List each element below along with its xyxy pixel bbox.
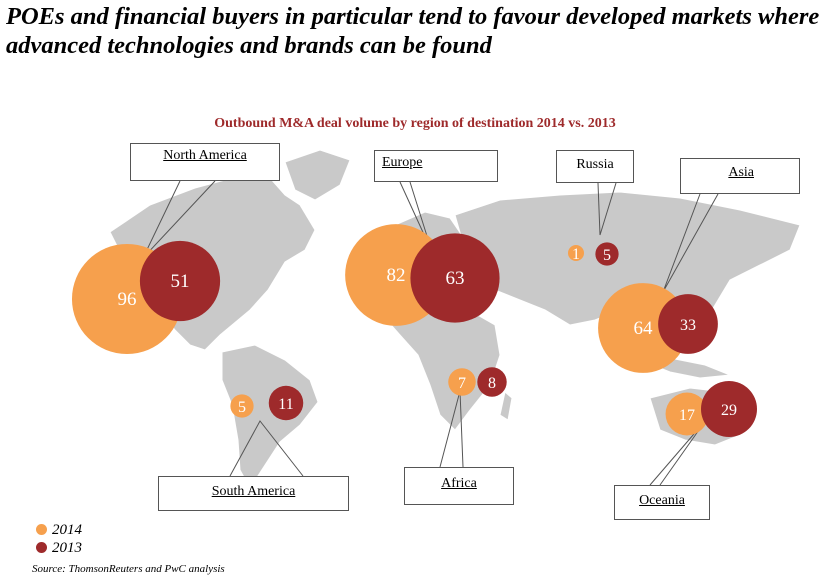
bubble-asia-2013 (658, 294, 718, 354)
callout-line-south-america (229, 420, 304, 477)
bubble-label-oceania-2013: 29 (721, 402, 737, 419)
callout-line-russia (597, 182, 617, 236)
bubble-label-africa-2013: 8 (488, 375, 496, 392)
legend-label-2013: 2013 (52, 540, 82, 556)
legend-label-2014: 2014 (52, 522, 82, 538)
bubble-africa-2014 (448, 368, 476, 396)
bubble-russia-2013 (595, 242, 619, 266)
bubble-label-russia-2013: 5 (603, 247, 611, 264)
bubble-label-africa-2014: 7 (458, 375, 466, 392)
callout-europe: Europe (374, 150, 498, 182)
land-madagascar (499, 391, 513, 421)
source-note: Source: ThomsonReuters and PwC analysis (32, 563, 225, 575)
callout-south-america: South America (158, 476, 349, 511)
headline: POEs and financial buyers in particular … (6, 3, 820, 59)
legend-2014: 2014 (36, 522, 82, 539)
callout-north-america: North America (130, 143, 280, 181)
bubble-label-north-america-2013: 51 (171, 271, 190, 292)
bubble-label-europe-2014: 82 (387, 265, 406, 286)
legend-2013: 2013 (36, 540, 82, 557)
bubbles-layer: 96 51 82 63 1 5 64 33 5 11 7 8 17 29 (71, 224, 758, 438)
land-greenland (284, 149, 351, 201)
bubble-label-asia-2014: 64 (634, 318, 654, 339)
bubble-label-south-america-2013: 11 (278, 396, 293, 413)
bubble-south-america-2013 (268, 385, 304, 421)
bubble-africa-2013 (477, 367, 507, 397)
bubble-russia-2014 (568, 245, 584, 261)
bubble-europe-2013 (410, 233, 500, 323)
legend-dot-2014 (36, 524, 47, 535)
bubble-label-russia-2014: 1 (572, 246, 580, 263)
bubble-label-asia-2013: 33 (680, 317, 696, 334)
bubble-label-oceania-2014: 17 (679, 407, 695, 424)
bubble-oceania-2013 (700, 380, 758, 438)
legend-dot-2013 (36, 542, 47, 553)
land-south-america (221, 344, 319, 489)
callout-africa: Africa (404, 467, 514, 505)
bubble-south-america-2014 (230, 394, 254, 418)
callout-asia: Asia (680, 158, 800, 194)
callout-russia: Russia (556, 150, 634, 183)
bubble-label-north-america-2014: 96 (118, 289, 137, 310)
bubble-oceania-2014 (665, 392, 709, 436)
bubble-north-america-2013 (139, 240, 221, 322)
callout-oceania: Oceania (614, 485, 710, 520)
bubble-label-south-america-2014: 5 (238, 399, 246, 416)
chart-title: Outbound M&A deal volume by region of de… (214, 116, 616, 131)
bubble-label-europe-2013: 63 (446, 268, 465, 289)
